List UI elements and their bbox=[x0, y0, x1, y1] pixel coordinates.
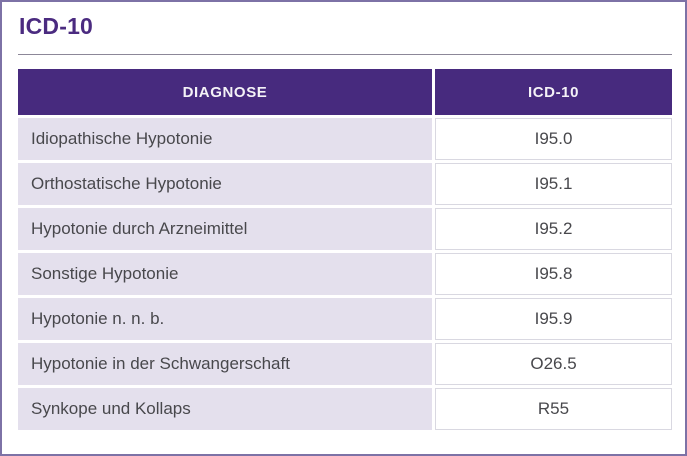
column-header-diagnose: DIAGNOSE bbox=[18, 69, 432, 115]
icd10-code-cell: I95.1 bbox=[435, 163, 672, 205]
icd10-code-cell: I95.9 bbox=[435, 298, 672, 340]
column-header-icd10: ICD-10 bbox=[435, 69, 672, 115]
icd10-code-cell: R55 bbox=[435, 388, 672, 430]
diagnose-cell: Synkope und Kollaps bbox=[18, 388, 432, 430]
icd10-code-cell: I95.0 bbox=[435, 118, 672, 160]
diagnose-cell: Hypotonie n. n. b. bbox=[18, 298, 432, 340]
page-title: ICD-10 bbox=[19, 13, 94, 39]
diagnose-cell: Orthostatische Hypotonie bbox=[18, 163, 432, 205]
icd10-code-cell: O26.5 bbox=[435, 343, 672, 385]
diagnose-cell: Idiopathische Hypotonie bbox=[18, 118, 432, 160]
icd10-table: DIAGNOSE ICD-10 Idiopathische Hypotonie … bbox=[18, 69, 672, 430]
diagnose-cell: Sonstige Hypotonie bbox=[18, 253, 432, 295]
diagnose-cell: Hypotonie in der Schwangerschaft bbox=[18, 343, 432, 385]
diagnose-cell: Hypotonie durch Arzneimittel bbox=[18, 208, 432, 250]
title-divider bbox=[18, 54, 672, 55]
icd10-code-cell: I95.2 bbox=[435, 208, 672, 250]
icd10-code-cell: I95.8 bbox=[435, 253, 672, 295]
